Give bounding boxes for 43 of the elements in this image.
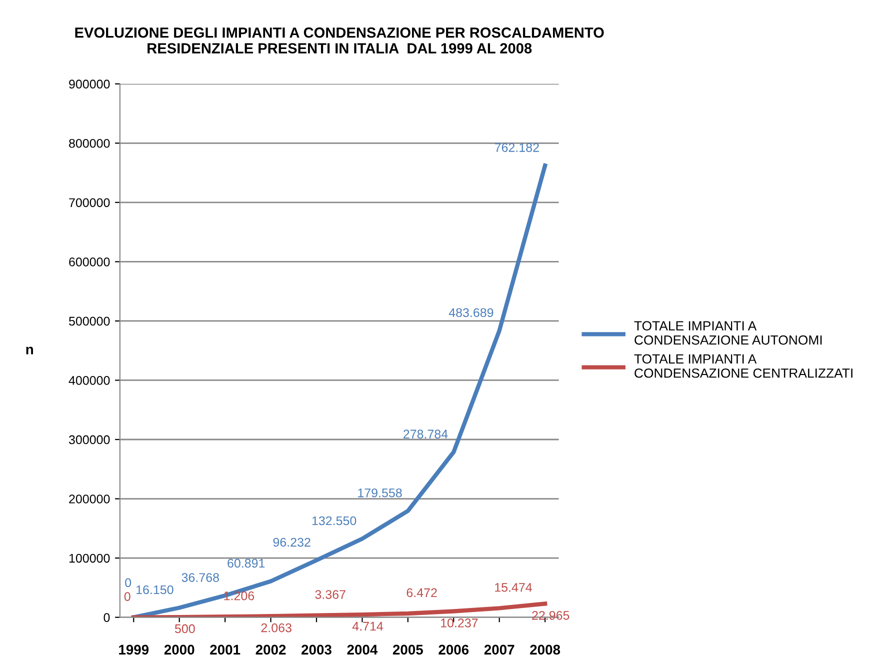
data-label: 278.784 xyxy=(404,430,448,438)
x-tick-label: 1999 xyxy=(119,644,149,655)
y-tick-label: 700000 xyxy=(69,198,110,208)
chart-title: EVOLUZIONE DEGLI IMPIANTI A CONDENSAZIONE PER ROSCALDAMENTO RESIDENZIALE PRESENTI IN ITALIA DAL 1999 AL 2008 xyxy=(75,27,604,54)
x-tick-label: 2003 xyxy=(302,644,332,655)
data-label: 132.550 xyxy=(312,516,356,526)
data-label: 16.150 xyxy=(136,585,174,594)
data-label: 36.768 xyxy=(182,573,219,582)
data-label: 15.474 xyxy=(495,583,532,592)
data-label: 60.891 xyxy=(228,558,265,568)
data-label: 179.558 xyxy=(358,488,402,498)
data-label: 6.472 xyxy=(406,588,437,598)
x-tick-label: 2007 xyxy=(484,644,514,655)
data-label: 4.714 xyxy=(352,622,384,631)
x-tick-label: 2008 xyxy=(530,644,560,655)
x-tick-label: 2005 xyxy=(392,644,423,655)
data-label: 483.689 xyxy=(448,308,494,318)
y-tick-label: 600000 xyxy=(69,257,110,266)
y-tick-label: 300000 xyxy=(68,435,110,444)
y-tick-label: 400000 xyxy=(68,376,110,385)
data-label: 96.232 xyxy=(273,538,310,547)
legend-label: TOTALE IMPIANTI A CONDENSAZIONE AUTONOMI xyxy=(634,321,822,345)
data-label: 2.063 xyxy=(261,623,292,632)
x-tick-label: 2001 xyxy=(210,644,240,655)
y-tick-label: 0 xyxy=(104,613,110,622)
y-tick-label: 100000 xyxy=(69,554,110,563)
y-tick-label: 900000 xyxy=(69,80,110,89)
y-axis-title: n xyxy=(26,346,33,354)
y-tick-label: 500000 xyxy=(68,316,110,326)
data-label: 3.367 xyxy=(315,590,346,599)
data-label: 10.237 xyxy=(441,618,478,628)
y-tick-label: 800000 xyxy=(69,138,110,148)
y-tick-label: 200000 xyxy=(69,494,110,504)
data-label: 0 xyxy=(124,592,130,601)
data-label: 1.206 xyxy=(224,591,254,600)
x-tick-label: 2002 xyxy=(256,644,286,655)
data-label: 0 xyxy=(125,578,132,588)
data-label: 500 xyxy=(174,624,195,634)
x-tick-label: 2000 xyxy=(164,644,194,655)
x-tick-label: 2004 xyxy=(347,644,378,655)
legend-label: TOTALE IMPIANTI A CONDENSAZIONE CENTRALIZZATI xyxy=(634,354,852,378)
data-label: 762.182 xyxy=(494,143,539,152)
x-tick-label: 2006 xyxy=(438,644,469,655)
